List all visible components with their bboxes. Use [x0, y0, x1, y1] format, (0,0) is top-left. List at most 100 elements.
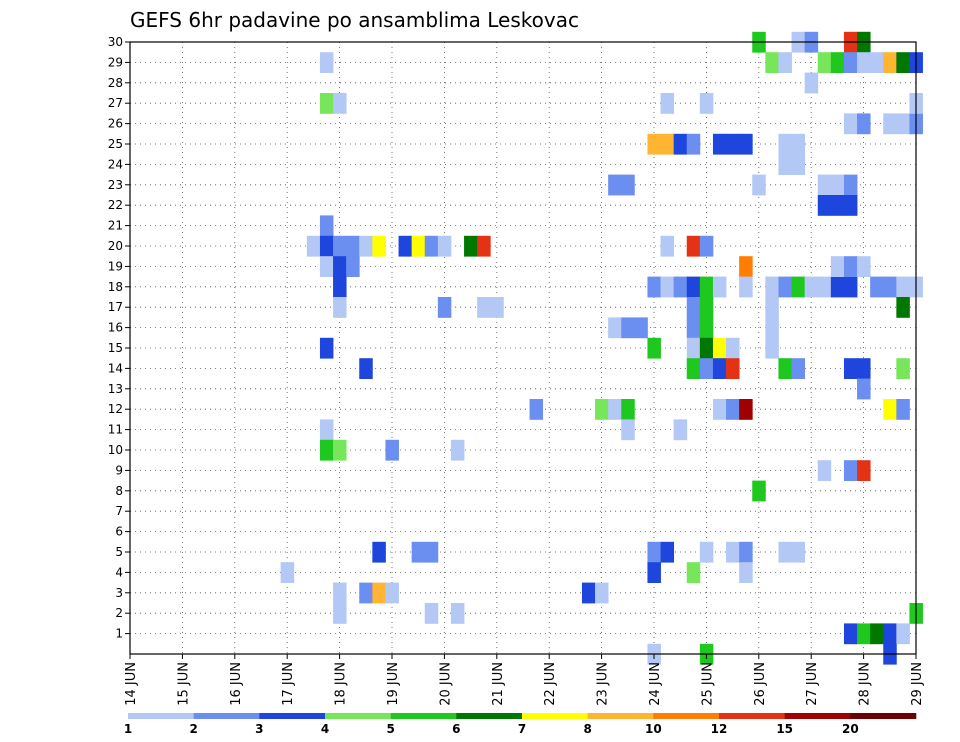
heatmap-cell [883, 52, 897, 73]
heatmap-cell [896, 297, 910, 318]
heatmap-cell [319, 52, 334, 73]
x-tick-label: 16 JUN [229, 662, 244, 706]
heatmap-cell [883, 399, 897, 420]
heatmap-cell [319, 419, 334, 441]
x-tick-label: 24 JUN [648, 662, 663, 706]
heatmap-cell [778, 52, 792, 73]
y-tick-label: 29 [108, 55, 123, 69]
heatmap-cell [765, 337, 779, 359]
heatmap-cell [883, 623, 897, 645]
y-tick-label: 17 [108, 300, 123, 314]
heatmap-cell [333, 93, 347, 114]
heatmap-cell [660, 133, 675, 155]
heatmap-cell [739, 276, 753, 298]
y-tick-label: 5 [115, 545, 123, 559]
y-tick-label: 13 [108, 382, 123, 396]
chart-title: GEFS 6hr padavine po ansamblima Leskovac [130, 8, 579, 32]
heatmap-cell [581, 582, 596, 604]
heatmap-cell [896, 399, 910, 420]
heatmap-cell [319, 439, 334, 461]
y-tick-label: 6 [115, 525, 123, 539]
heatmap-cell [686, 317, 701, 339]
legend-label: 6 [452, 722, 460, 736]
heatmap-cell [830, 52, 845, 73]
heatmap-cell [752, 174, 766, 196]
heatmap-cell [634, 317, 648, 339]
heatmap-cell [529, 399, 544, 420]
heatmap-cell [712, 358, 727, 379]
heatmap-cell [843, 460, 858, 481]
heatmap-cell [450, 439, 465, 461]
heatmap-cell [843, 623, 858, 645]
legend-label: 12 [711, 722, 728, 736]
legend-swatch [784, 713, 851, 719]
heatmap-cell [686, 337, 701, 359]
y-tick-label: 8 [115, 484, 123, 498]
heatmap-cell [595, 399, 609, 420]
heatmap-cell [752, 480, 766, 502]
heatmap-cell [372, 235, 386, 257]
heatmap-cell [686, 297, 701, 318]
heatmap-cell [686, 562, 701, 583]
heatmap-cell [843, 276, 858, 298]
legend-swatch [390, 713, 457, 719]
heatmap-cell [490, 297, 504, 318]
heatmap-cell [817, 460, 832, 481]
heatmap-cell [712, 337, 727, 359]
y-tick-label: 26 [108, 117, 123, 131]
heatmap-cell [830, 195, 845, 216]
heatmap-cell [477, 297, 491, 318]
heatmap-cell [778, 133, 792, 155]
x-tick-label: 25 JUN [700, 662, 715, 706]
legend-swatch [456, 713, 523, 719]
y-tick-label: 19 [108, 259, 123, 273]
y-tick-label: 10 [108, 443, 123, 457]
x-tick-label: 15 JUN [176, 662, 191, 706]
legend-label: 2 [189, 722, 197, 736]
heatmap-cell [699, 93, 714, 114]
heatmap-cell [385, 439, 399, 461]
legend-label: 7 [518, 722, 526, 736]
heatmap-cell [385, 582, 399, 604]
heatmap-cell [372, 582, 386, 604]
heatmap-cell [817, 174, 832, 196]
y-tick-label: 20 [108, 239, 123, 253]
x-axis-ticks: 14 JUN 15 JUN 16 JUN 17 JUN 18 JUN 19 JUN 20 J… [124, 654, 925, 706]
heatmap-cell [699, 276, 714, 298]
heatmap-cell [870, 52, 884, 73]
x-tick-label: 26 JUN [753, 662, 768, 706]
y-tick-label: 27 [108, 96, 123, 110]
heatmap-cell [346, 235, 360, 257]
heatmap-cells [280, 31, 923, 665]
heatmap-cell [896, 623, 910, 645]
heatmap-cell [319, 256, 334, 277]
heatmap-cell [857, 256, 871, 277]
heatmap-cell [699, 297, 714, 318]
heatmap-cell [699, 235, 714, 257]
y-tick-label: 9 [115, 463, 123, 477]
heatmap-cell [333, 582, 347, 604]
heatmap-cell [477, 235, 491, 257]
heatmap-cell [817, 276, 832, 298]
heatmap-cell [817, 52, 832, 73]
heatmap-cell [870, 276, 884, 298]
heatmap-cell [595, 582, 609, 604]
heatmap-cell [739, 256, 753, 277]
legend-swatch [259, 713, 326, 719]
y-tick-label: 3 [115, 586, 123, 600]
heatmap-cell [411, 235, 426, 257]
heatmap-cell [333, 235, 347, 257]
y-tick-label: 2 [115, 606, 123, 620]
y-tick-label: 23 [108, 178, 123, 192]
y-tick-label: 7 [115, 504, 123, 518]
x-tick-label: 14 JUN [124, 662, 139, 706]
y-axis-ticks: 1234567891011121314151617181920212223242… [108, 35, 130, 641]
heatmap-cell [896, 113, 910, 135]
heatmap-cell [686, 358, 701, 379]
x-tick-label: 17 JUN [281, 662, 296, 706]
heatmap-cell [830, 276, 845, 298]
y-tick-label: 15 [108, 341, 123, 355]
heatmap-cell [804, 72, 819, 94]
heatmap-cell [319, 337, 334, 359]
x-tick-label: 21 JUN [491, 662, 506, 706]
